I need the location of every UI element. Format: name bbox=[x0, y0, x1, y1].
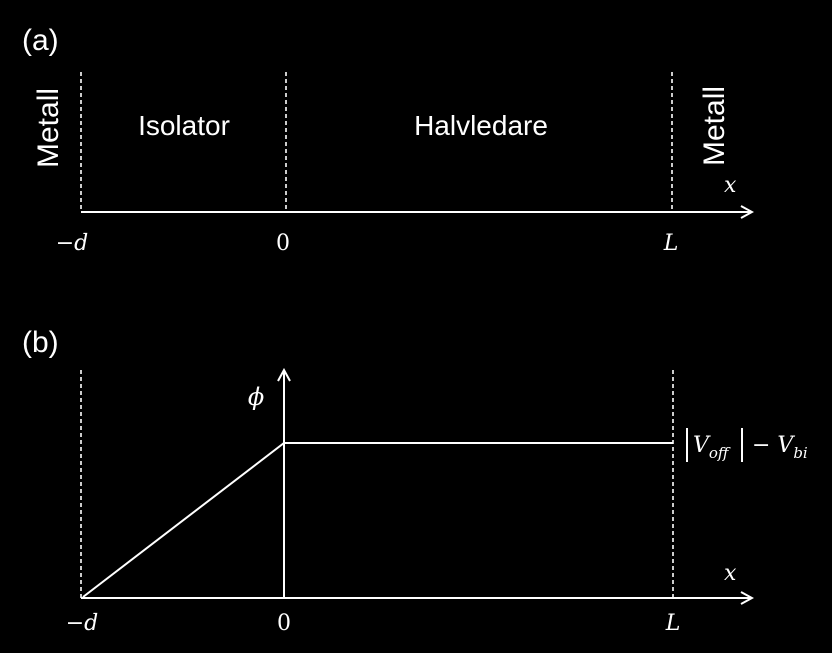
panel-b-label: (b) bbox=[22, 326, 59, 359]
potential-curve bbox=[82, 442, 673, 598]
tick-L-a: L bbox=[663, 231, 679, 256]
tick-neg-d-a: −d bbox=[56, 231, 89, 256]
panel-b: (b) ϕ x Voff − Vbi −d 0 L bbox=[22, 326, 808, 636]
v-off-label: Voff bbox=[693, 433, 731, 462]
v-bi-label: − Vbi bbox=[752, 433, 808, 462]
tick-zero-b: 0 bbox=[277, 611, 291, 636]
x-axis-label-b: x bbox=[724, 561, 737, 586]
semiconductor-label: Halvledare bbox=[414, 110, 548, 141]
plateau-label: Voff − Vbi bbox=[686, 428, 808, 462]
tick-L-b: L bbox=[665, 611, 681, 636]
insulator-label: Isolator bbox=[138, 110, 230, 141]
panel-a: (a) Metall Isolator Halvledare Metall x … bbox=[22, 24, 752, 256]
x-axis-label-a: x bbox=[724, 173, 737, 198]
panel-a-label: (a) bbox=[22, 24, 59, 57]
metal-left-label: Metall bbox=[32, 88, 65, 168]
phi-axis-label: ϕ bbox=[248, 383, 264, 411]
metal-right-label: Metall bbox=[698, 86, 731, 166]
tick-zero-a: 0 bbox=[276, 231, 290, 256]
tick-neg-d-b: −d bbox=[66, 611, 99, 636]
